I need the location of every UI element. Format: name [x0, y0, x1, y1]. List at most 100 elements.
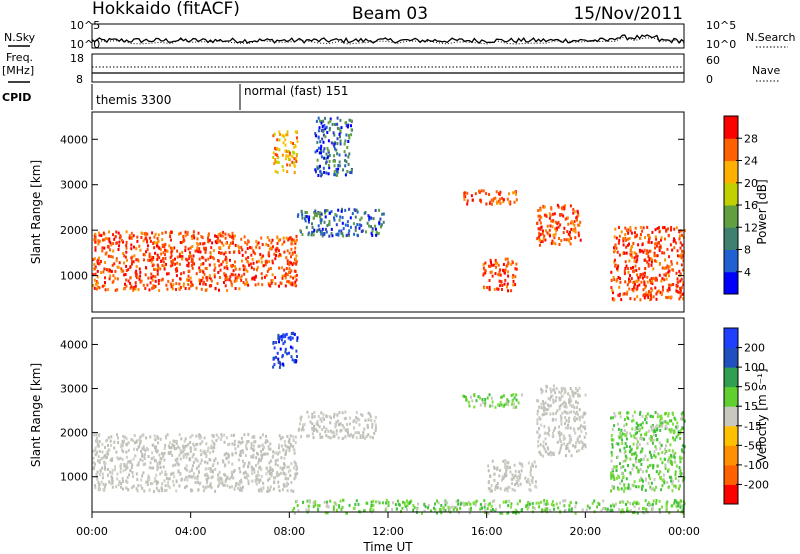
data-cell [290, 332, 293, 335]
data-cell [544, 508, 547, 512]
data-cell [632, 418, 635, 422]
data-cell [371, 422, 374, 426]
data-cell [306, 434, 309, 438]
data-cell [266, 439, 269, 443]
data-cell [151, 443, 154, 447]
data-cell [566, 216, 569, 220]
data-cell [232, 269, 235, 273]
data-cell [215, 433, 218, 437]
velocity-colorbar-segment [724, 464, 738, 485]
data-cell [252, 435, 255, 438]
data-cell [505, 471, 508, 474]
data-cell [474, 500, 477, 504]
data-cell [486, 396, 489, 400]
data-cell [350, 433, 353, 437]
data-cell [664, 427, 667, 431]
data-cell [380, 223, 383, 227]
data-cell [155, 244, 158, 248]
data-cell [391, 508, 394, 511]
data-cell [184, 230, 187, 234]
data-cell [547, 426, 550, 430]
data-cell [304, 214, 307, 218]
data-cell [665, 508, 668, 512]
data-cell [171, 247, 174, 250]
data-cell [502, 500, 505, 504]
data-cell [667, 460, 670, 464]
data-cell [653, 254, 656, 258]
data-cell [149, 281, 152, 285]
data-cell [382, 220, 385, 224]
power-ytick-label: 1000 [60, 270, 88, 283]
data-cell [484, 271, 487, 275]
data-cell [618, 277, 621, 280]
data-cell [135, 272, 138, 276]
data-cell [457, 502, 460, 506]
data-cell [165, 283, 168, 287]
data-cell [612, 275, 615, 279]
data-cell [348, 152, 351, 156]
data-cell [123, 464, 126, 468]
data-cell [560, 443, 563, 447]
data-cell [335, 233, 338, 237]
data-cell [148, 476, 151, 480]
data-cell [660, 414, 663, 418]
data-cell [483, 286, 486, 290]
data-cell [665, 505, 668, 509]
data-cell [673, 499, 676, 502]
data-cell [617, 241, 620, 245]
data-cell [633, 436, 636, 440]
data-cell [209, 277, 212, 281]
data-cell [224, 258, 227, 262]
data-cell [682, 281, 685, 285]
data-cell [269, 468, 272, 472]
data-cell [246, 473, 249, 477]
data-cell [573, 415, 576, 419]
data-cell [280, 456, 283, 460]
data-cell [257, 444, 260, 448]
data-cell [289, 163, 291, 167]
data-cell [351, 212, 354, 216]
data-cell [240, 245, 243, 249]
data-cell [162, 454, 165, 458]
data-cell [107, 268, 110, 271]
data-cell [210, 486, 213, 489]
data-cell [648, 290, 650, 294]
data-cell [663, 251, 666, 255]
data-cell [320, 230, 323, 234]
data-cell [157, 465, 160, 469]
data-cell [658, 289, 660, 293]
data-cell [569, 501, 572, 505]
data-cell [282, 482, 285, 486]
data-cell [356, 223, 359, 227]
data-cell [679, 417, 682, 421]
data-cell [330, 210, 333, 214]
data-cell [679, 246, 682, 250]
data-cell [140, 484, 143, 488]
data-cell [257, 473, 260, 477]
data-cell [503, 475, 506, 478]
data-cell [382, 501, 384, 505]
data-cell [618, 411, 621, 415]
data-cell [346, 146, 349, 149]
data-cell [167, 484, 170, 488]
data-cell [169, 451, 172, 455]
data-cell [655, 434, 657, 437]
data-cell [334, 213, 337, 216]
velocity-colorbar-segment [724, 347, 738, 368]
data-cell [382, 212, 385, 216]
data-cell [185, 455, 188, 459]
data-cell [635, 252, 638, 256]
data-cell [151, 286, 154, 290]
data-cell [211, 433, 214, 437]
data-cell [307, 508, 310, 512]
data-cell [552, 233, 555, 237]
data-cell [311, 428, 314, 432]
data-cell [170, 250, 173, 254]
data-cell [263, 445, 265, 449]
data-cell [325, 157, 328, 161]
data-cell [224, 232, 227, 236]
data-cell [680, 277, 683, 281]
power-colorbar-segment [724, 271, 738, 295]
data-cell [356, 417, 359, 421]
data-cell [308, 499, 311, 502]
